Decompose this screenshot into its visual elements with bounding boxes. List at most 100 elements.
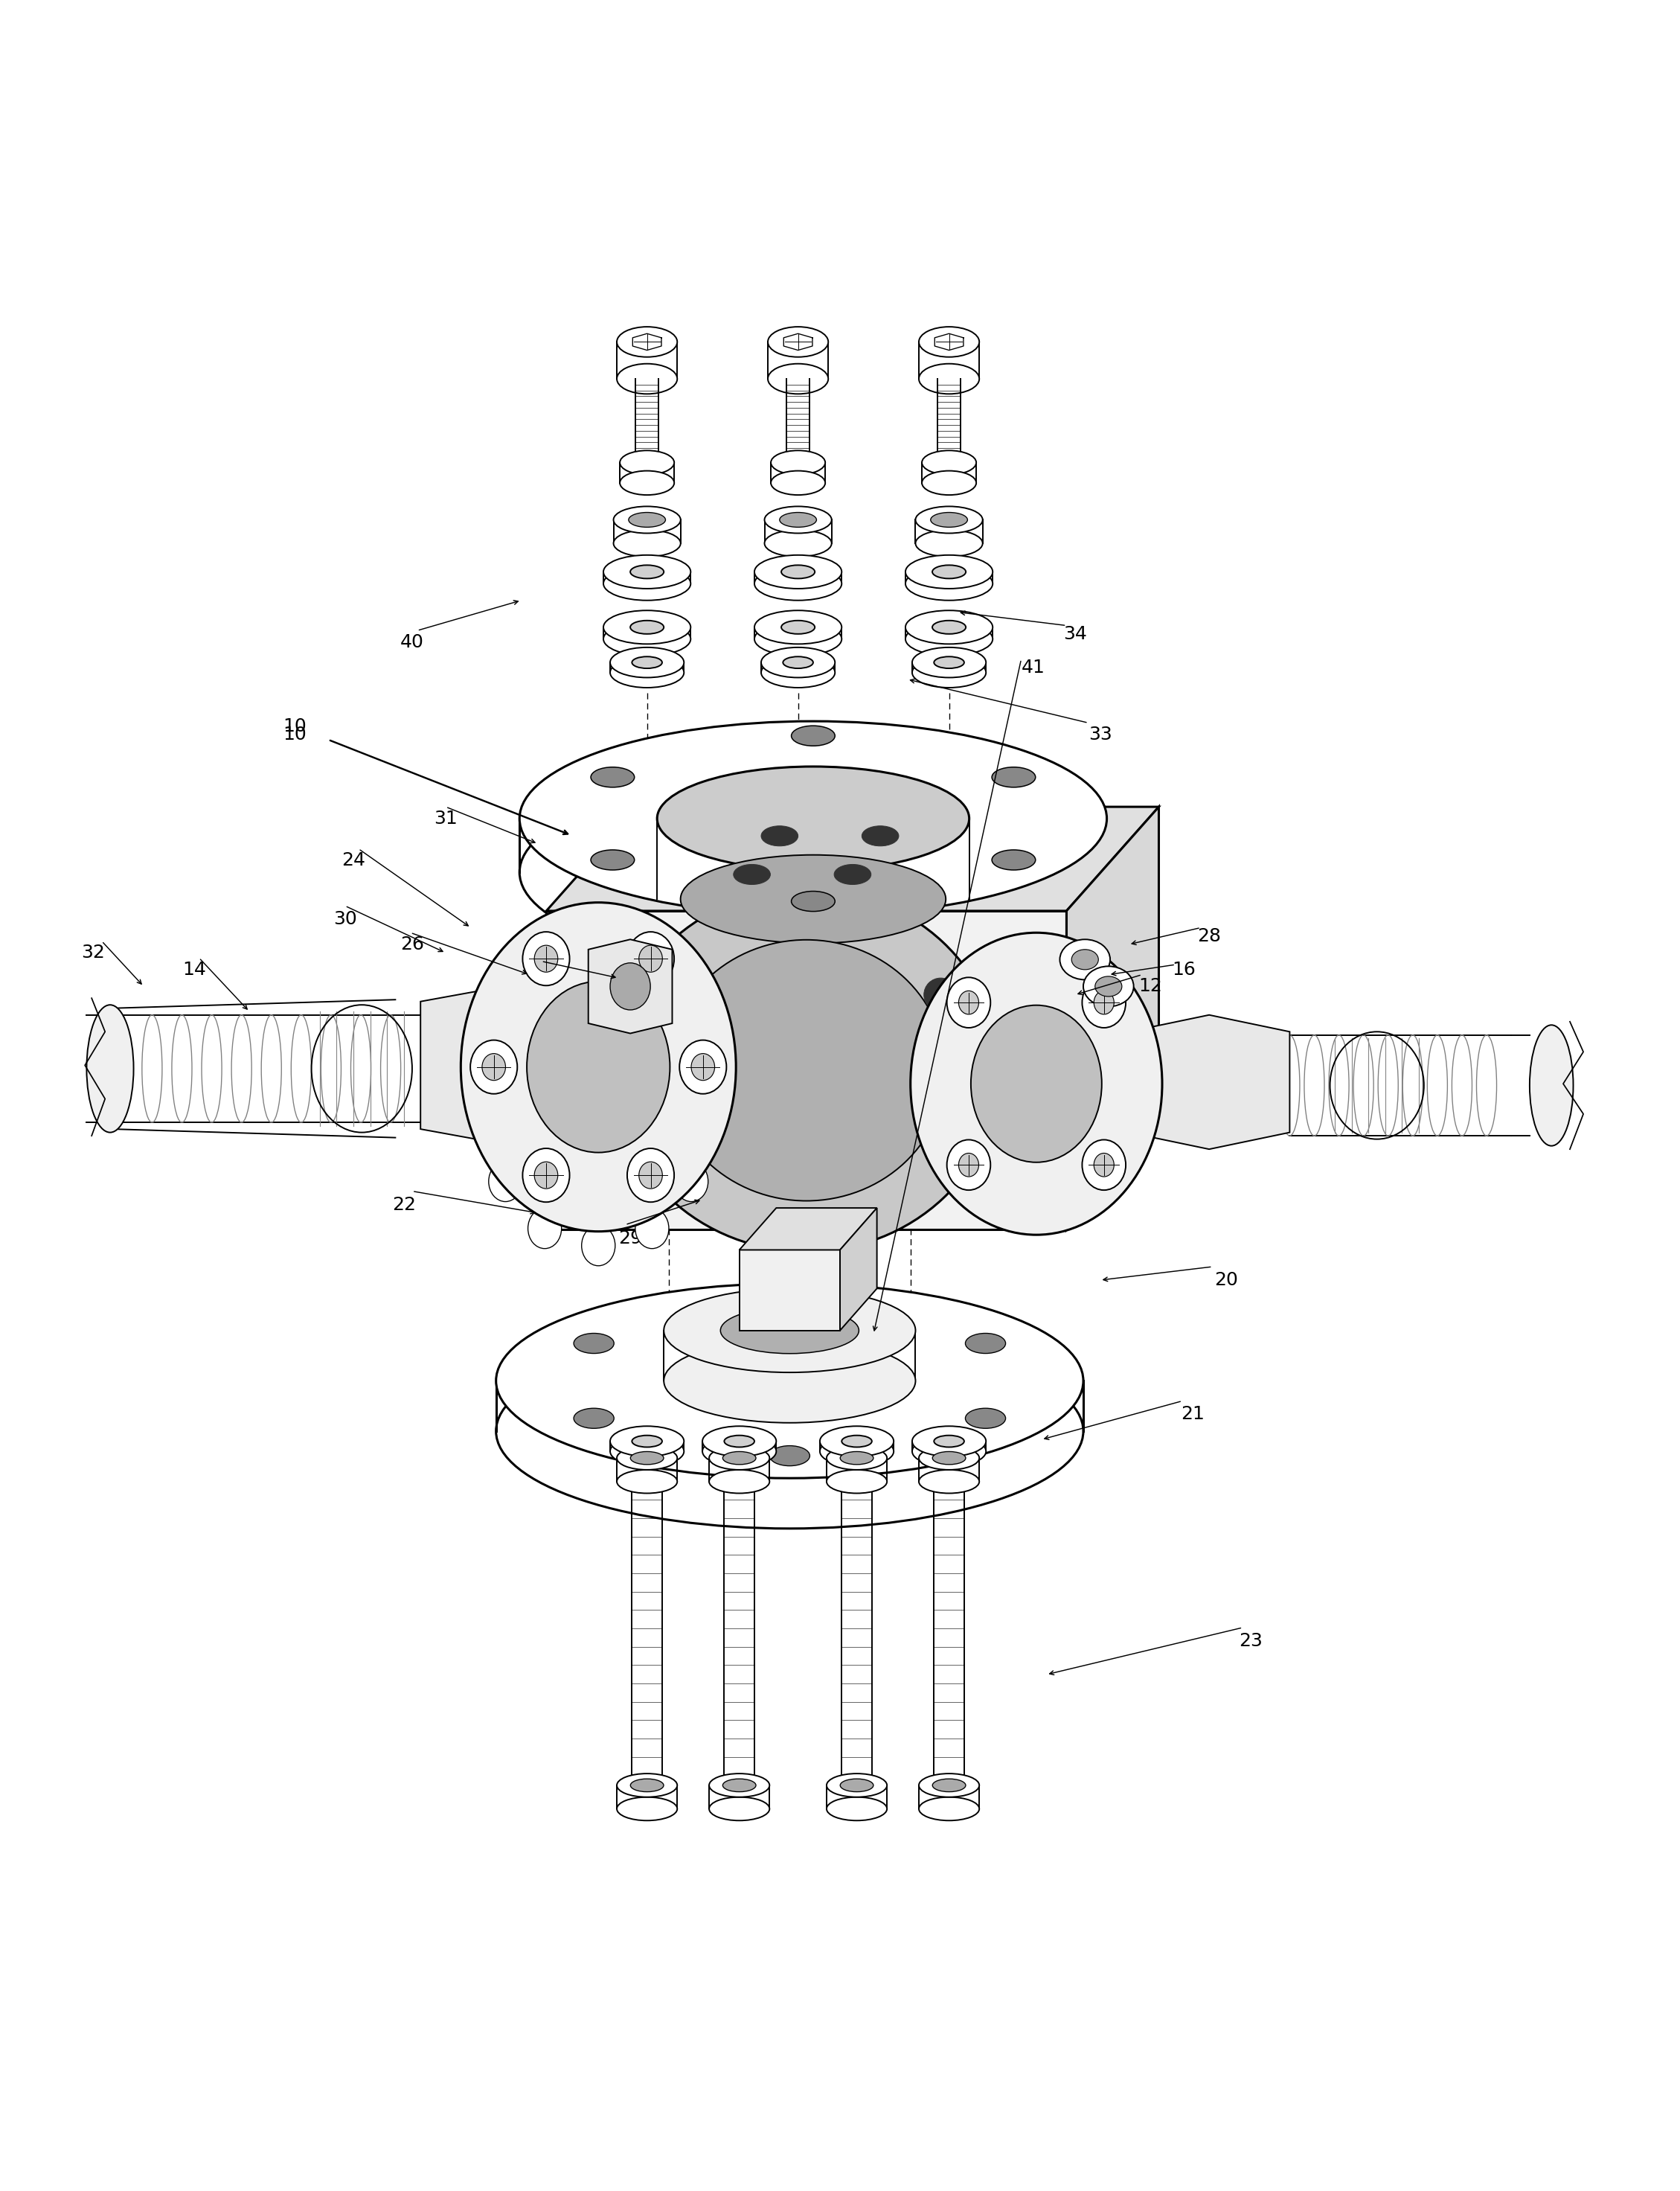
- Ellipse shape: [912, 646, 986, 677]
- Text: 31: 31: [433, 811, 457, 828]
- Ellipse shape: [842, 1435, 872, 1446]
- Ellipse shape: [613, 506, 680, 532]
- Ellipse shape: [781, 620, 815, 633]
- Ellipse shape: [610, 657, 684, 688]
- Ellipse shape: [764, 530, 832, 557]
- Ellipse shape: [528, 982, 670, 1152]
- Ellipse shape: [603, 567, 690, 600]
- Ellipse shape: [924, 977, 958, 1012]
- Ellipse shape: [627, 1148, 674, 1203]
- Ellipse shape: [617, 1773, 677, 1797]
- Ellipse shape: [632, 1435, 662, 1446]
- Ellipse shape: [916, 530, 983, 557]
- Text: 40: 40: [400, 633, 423, 651]
- Ellipse shape: [534, 944, 558, 973]
- Ellipse shape: [632, 657, 662, 668]
- Ellipse shape: [754, 622, 842, 655]
- Ellipse shape: [919, 364, 979, 394]
- Ellipse shape: [617, 1797, 677, 1821]
- Polygon shape: [546, 806, 1159, 911]
- Text: 29: 29: [618, 1229, 642, 1247]
- Ellipse shape: [932, 1453, 966, 1464]
- Ellipse shape: [906, 611, 993, 644]
- Ellipse shape: [627, 931, 674, 986]
- Ellipse shape: [919, 1446, 979, 1470]
- Ellipse shape: [783, 657, 813, 668]
- Ellipse shape: [922, 471, 976, 495]
- Ellipse shape: [496, 1334, 1084, 1529]
- Ellipse shape: [522, 1148, 570, 1203]
- Ellipse shape: [638, 1161, 662, 1190]
- Ellipse shape: [1072, 949, 1099, 971]
- Ellipse shape: [630, 1779, 664, 1792]
- Ellipse shape: [721, 1308, 858, 1354]
- Ellipse shape: [761, 826, 798, 846]
- Polygon shape: [1129, 1014, 1290, 1150]
- Text: 14: 14: [181, 960, 207, 979]
- Text: 10: 10: [282, 716, 306, 736]
- Ellipse shape: [835, 865, 870, 885]
- Text: 23: 23: [1240, 1632, 1263, 1650]
- Ellipse shape: [754, 554, 842, 589]
- Ellipse shape: [932, 565, 966, 578]
- Ellipse shape: [1082, 1139, 1126, 1190]
- Ellipse shape: [657, 767, 969, 870]
- Ellipse shape: [610, 1426, 684, 1457]
- Ellipse shape: [924, 1128, 958, 1163]
- Text: 26: 26: [400, 936, 423, 953]
- Polygon shape: [546, 911, 1067, 1229]
- Ellipse shape: [534, 1161, 558, 1190]
- Ellipse shape: [591, 767, 635, 787]
- Ellipse shape: [603, 611, 690, 644]
- Ellipse shape: [916, 506, 983, 532]
- Ellipse shape: [912, 1437, 986, 1466]
- Polygon shape: [1067, 806, 1159, 1229]
- Ellipse shape: [702, 1437, 776, 1466]
- Ellipse shape: [959, 990, 979, 1014]
- Ellipse shape: [827, 1773, 887, 1797]
- Ellipse shape: [906, 567, 993, 600]
- Ellipse shape: [709, 1446, 769, 1470]
- Ellipse shape: [906, 554, 993, 589]
- Ellipse shape: [919, 1797, 979, 1821]
- Ellipse shape: [1094, 1152, 1114, 1177]
- Ellipse shape: [734, 865, 771, 885]
- Text: 18: 18: [534, 960, 558, 979]
- Ellipse shape: [912, 657, 986, 688]
- Ellipse shape: [931, 513, 968, 528]
- Ellipse shape: [679, 1041, 726, 1093]
- Text: 33: 33: [1089, 725, 1112, 743]
- Ellipse shape: [1094, 990, 1114, 1014]
- Ellipse shape: [791, 892, 835, 911]
- Ellipse shape: [754, 567, 842, 600]
- Ellipse shape: [591, 850, 635, 870]
- Text: 16: 16: [1173, 960, 1196, 979]
- Ellipse shape: [761, 657, 835, 688]
- Ellipse shape: [617, 1446, 677, 1470]
- Ellipse shape: [573, 1334, 613, 1354]
- Ellipse shape: [780, 513, 816, 528]
- Ellipse shape: [667, 940, 946, 1201]
- Ellipse shape: [768, 326, 828, 357]
- Ellipse shape: [912, 1426, 986, 1457]
- Ellipse shape: [87, 1006, 134, 1133]
- Ellipse shape: [635, 1207, 669, 1249]
- Ellipse shape: [769, 1446, 810, 1466]
- Ellipse shape: [702, 1426, 776, 1457]
- Ellipse shape: [934, 1435, 964, 1446]
- Ellipse shape: [906, 622, 993, 655]
- Ellipse shape: [613, 530, 680, 557]
- Ellipse shape: [932, 620, 966, 633]
- Ellipse shape: [620, 451, 674, 475]
- Ellipse shape: [519, 776, 1107, 971]
- Ellipse shape: [768, 364, 828, 394]
- Ellipse shape: [709, 1470, 769, 1494]
- Ellipse shape: [827, 1470, 887, 1494]
- Ellipse shape: [655, 977, 689, 1012]
- Text: 41: 41: [1021, 659, 1045, 677]
- Ellipse shape: [613, 890, 1000, 1251]
- Ellipse shape: [820, 1426, 894, 1457]
- Ellipse shape: [781, 565, 815, 578]
- Ellipse shape: [966, 1334, 1006, 1354]
- Ellipse shape: [724, 1435, 754, 1446]
